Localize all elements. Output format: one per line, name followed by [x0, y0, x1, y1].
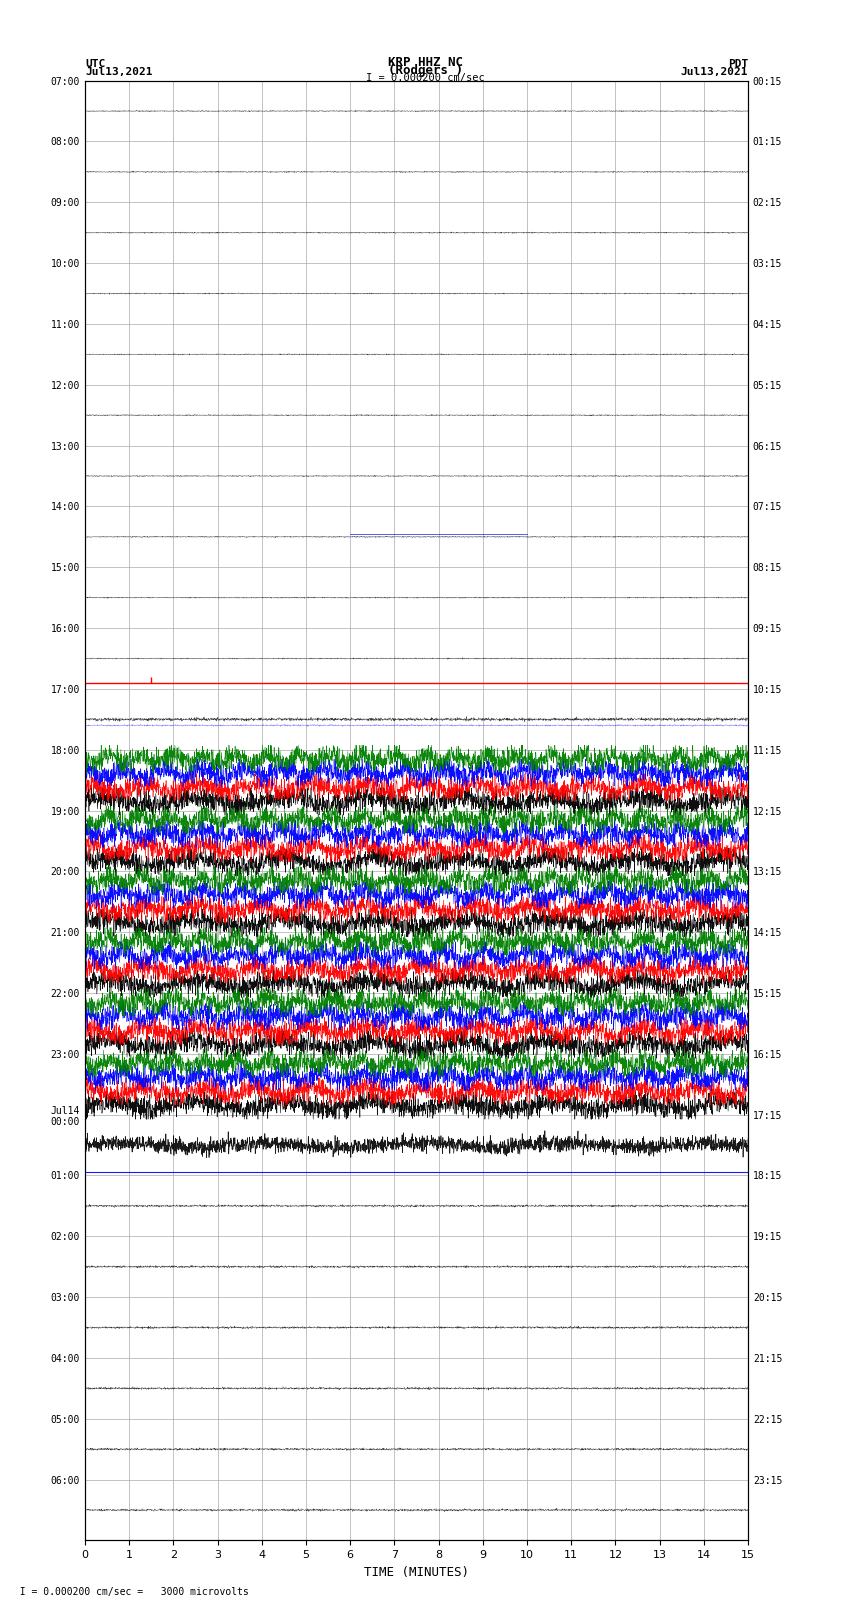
Text: Jul13,2021: Jul13,2021: [85, 66, 152, 77]
Text: Jul13,2021: Jul13,2021: [681, 66, 748, 77]
Text: PDT: PDT: [728, 58, 748, 69]
Text: UTC: UTC: [85, 58, 105, 69]
Text: (Rodgers ): (Rodgers ): [388, 63, 462, 77]
Text: KRP HHZ NC: KRP HHZ NC: [388, 55, 462, 69]
Text: I = 0.000200 cm/sec =   3000 microvolts: I = 0.000200 cm/sec = 3000 microvolts: [8, 1587, 249, 1597]
X-axis label: TIME (MINUTES): TIME (MINUTES): [364, 1566, 469, 1579]
Text: I = 0.000200 cm/sec: I = 0.000200 cm/sec: [366, 73, 484, 84]
